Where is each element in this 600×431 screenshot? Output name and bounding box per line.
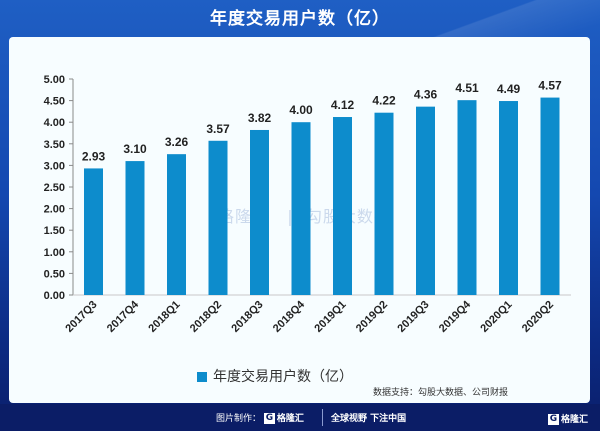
- bar: [250, 129, 269, 295]
- corner-brand: G 格隆汇: [548, 412, 588, 425]
- x-tick-label: 2018Q2: [188, 299, 224, 335]
- bar: [416, 106, 435, 295]
- y-tick-label: 1.00: [44, 247, 65, 259]
- data-source: 数据支持：勾股大数据、公司财报: [372, 388, 508, 398]
- bar: [540, 97, 560, 296]
- x-tick-label: 2018Q3: [229, 299, 265, 335]
- x-tick-label: 2020Q1: [478, 299, 514, 335]
- data-label: 3.57: [206, 122, 230, 136]
- bar: [84, 168, 103, 295]
- data-label: 4.00: [289, 103, 313, 117]
- y-tick-label: 2.50: [44, 182, 65, 194]
- legend-swatch: [197, 372, 207, 382]
- made-by-label: 图片制作：: [216, 414, 262, 424]
- footer-brand: 格隆汇: [276, 414, 304, 424]
- data-label: 3.26: [165, 135, 189, 149]
- brand-logo-icon: G: [263, 413, 275, 424]
- data-label: 4.57: [538, 79, 562, 93]
- data-label: 3.82: [248, 111, 272, 125]
- chart-title: 年度交易用户数（亿）: [210, 9, 390, 29]
- data-label: 3.10: [123, 142, 147, 156]
- bar: [499, 101, 518, 295]
- bar: [167, 154, 186, 295]
- bar: [457, 100, 477, 295]
- y-tick-label: 0.00: [44, 290, 65, 302]
- data-label: 4.12: [331, 98, 355, 112]
- y-tick-label: 3.00: [44, 160, 65, 172]
- data-label: 4.22: [372, 94, 396, 108]
- credit: 图片制作： G 格隆汇: [216, 411, 304, 424]
- data-label: 4.49: [497, 82, 521, 96]
- x-tick-label: 2018Q1: [146, 299, 182, 335]
- y-tick-label: 1.50: [44, 225, 65, 237]
- x-tick-label: 2019Q2: [354, 299, 390, 335]
- y-tick-label: 2.00: [44, 204, 65, 216]
- footer-divider: [322, 409, 323, 426]
- y-tick-label: 3.50: [44, 139, 65, 151]
- y-tick-label: 5.00: [44, 74, 65, 86]
- legend-label: 年度交易用户数（亿）: [213, 369, 353, 385]
- x-tick-label: 2019Q4: [437, 298, 474, 335]
- y-tick-label: 4.50: [44, 96, 65, 108]
- data-label: 2.93: [82, 149, 106, 163]
- x-tick-label: 2017Q3: [63, 299, 99, 335]
- x-tick-label: 2018Q4: [271, 298, 308, 335]
- footer-slogan: 全球视野 下注中国: [331, 414, 407, 424]
- footer-bar: [0, 404, 600, 431]
- bar: [208, 140, 228, 295]
- legend: 年度交易用户数（亿）: [197, 366, 353, 386]
- x-tick-label: 2020Q2: [520, 299, 556, 335]
- bar: [333, 117, 352, 296]
- data-label: 4.36: [414, 88, 438, 102]
- x-tick-label: 2019Q3: [395, 299, 431, 335]
- x-tick-label: 2017Q4: [105, 298, 142, 335]
- y-tick-label: 4.00: [44, 117, 65, 129]
- corner-brand-text: 格隆汇: [561, 415, 589, 425]
- data-label: 4.51: [455, 81, 479, 95]
- x-tick-label: 2019Q1: [312, 299, 348, 335]
- bar: [291, 122, 311, 295]
- y-tick-label: 0.50: [44, 268, 65, 280]
- corner-logo-icon: G: [548, 414, 559, 425]
- bar: [125, 161, 145, 295]
- bar: [374, 112, 394, 295]
